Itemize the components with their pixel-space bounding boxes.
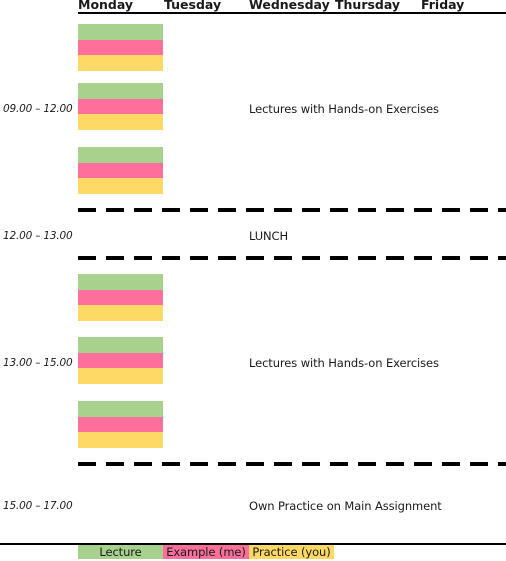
lecture-band — [78, 401, 163, 417]
lecture-band — [78, 274, 163, 290]
example-band — [78, 39, 163, 56]
legend-example: Example (me) — [163, 545, 249, 559]
example-band — [78, 416, 163, 433]
lecture-band — [78, 83, 163, 99]
day-header-tuesday: Tuesday — [164, 0, 222, 12]
practice-band — [78, 114, 163, 131]
day-header-wednesday: Wednesday — [249, 0, 330, 12]
dashed-divider — [78, 208, 506, 212]
session-block — [78, 24, 163, 72]
time-slot-morning: 09.00 – 12.00 — [3, 103, 73, 115]
example-band — [78, 98, 163, 115]
session-label-lunch: LUNCH — [249, 229, 289, 243]
header-divider — [78, 12, 506, 14]
practice-band — [78, 305, 163, 322]
legend-practice: Practice (you) — [249, 545, 334, 559]
session-block — [78, 337, 163, 385]
day-header-thursday: Thursday — [335, 0, 401, 12]
practice-band — [78, 55, 163, 72]
lecture-band — [78, 24, 163, 40]
footer-divider — [0, 543, 506, 545]
example-band — [78, 352, 163, 369]
session-block — [78, 401, 163, 449]
example-band — [78, 162, 163, 179]
dashed-divider — [78, 462, 506, 466]
practice-band — [78, 432, 163, 449]
lecture-band — [78, 337, 163, 353]
day-header-monday: Monday — [78, 0, 134, 12]
day-header-friday: Friday — [421, 0, 465, 12]
session-block — [78, 147, 163, 195]
session-label-late-afternoon: Own Practice on Main Assignment — [249, 499, 442, 513]
time-slot-lunch: 12.00 – 13.00 — [3, 230, 73, 242]
legend-lecture: Lecture — [78, 545, 163, 559]
time-slot-late-afternoon: 15.00 – 17.00 — [3, 500, 73, 512]
session-label-afternoon: Lectures with Hands-on Exercises — [249, 356, 439, 370]
example-band — [78, 289, 163, 306]
practice-band — [78, 178, 163, 195]
session-block — [78, 274, 163, 322]
session-label-morning: Lectures with Hands-on Exercises — [249, 102, 439, 116]
lecture-band — [78, 147, 163, 163]
practice-band — [78, 368, 163, 385]
session-block — [78, 83, 163, 131]
dashed-divider — [78, 256, 506, 260]
time-slot-afternoon: 13.00 – 15.00 — [3, 357, 73, 369]
